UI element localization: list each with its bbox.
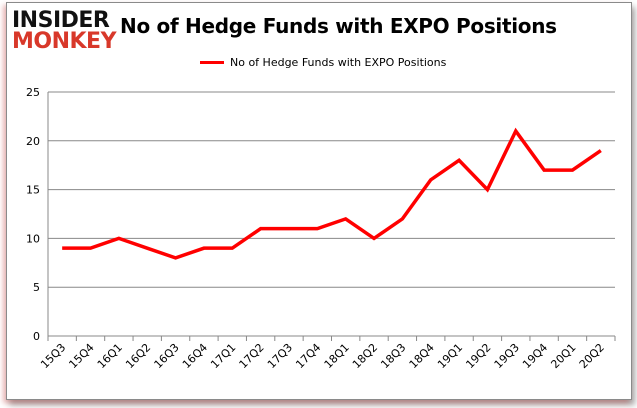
chart-title: No of Hedge Funds with EXPO Positions xyxy=(120,14,557,38)
legend: No of Hedge Funds with EXPO Positions xyxy=(200,56,446,69)
y-tick-label: 0 xyxy=(33,330,40,343)
x-tick-label: 18Q1 xyxy=(322,341,352,371)
legend-label: No of Hedge Funds with EXPO Positions xyxy=(230,56,447,69)
x-tick-label: 17Q1 xyxy=(208,341,238,371)
x-tick-label: 16Q4 xyxy=(180,341,210,371)
y-tick-label: 15 xyxy=(26,184,40,197)
logo-line-1: INSIDER xyxy=(12,8,110,33)
chart-frame xyxy=(6,2,632,400)
series-line xyxy=(62,127,602,260)
logo-line-2: MONKEY xyxy=(12,29,117,54)
x-tick-label: 20Q2 xyxy=(577,341,607,371)
x-tick-label: 16Q1 xyxy=(95,341,125,371)
y-tick-label: 10 xyxy=(26,232,40,245)
x-tick-label: 17Q4 xyxy=(293,341,323,371)
x-tick-label: 19Q1 xyxy=(435,341,465,371)
insider-monkey-logo: INSIDER MONKEY xyxy=(12,8,117,54)
x-tick-label: 18Q3 xyxy=(378,341,408,371)
x-tick-label: 19Q2 xyxy=(463,341,493,371)
x-tick-label: 19Q4 xyxy=(520,341,550,371)
y-tick-label: 25 xyxy=(26,86,40,99)
x-tick-label: 15Q4 xyxy=(66,341,96,371)
legend-swatch xyxy=(200,61,224,64)
x-tick-label: 18Q4 xyxy=(407,341,437,371)
x-tick-label: 17Q2 xyxy=(237,341,267,371)
x-tick-label: 16Q2 xyxy=(123,341,153,371)
x-tick-label: 17Q3 xyxy=(265,341,295,371)
y-tick-label: 5 xyxy=(33,281,40,294)
x-tick-label: 19Q3 xyxy=(492,341,522,371)
y-tick-label: 20 xyxy=(26,135,40,148)
x-tick-label: 18Q2 xyxy=(350,341,380,371)
x-tick-label: 20Q1 xyxy=(548,341,578,371)
x-tick-label: 16Q3 xyxy=(152,341,182,371)
x-tick-label: 15Q3 xyxy=(38,341,68,371)
